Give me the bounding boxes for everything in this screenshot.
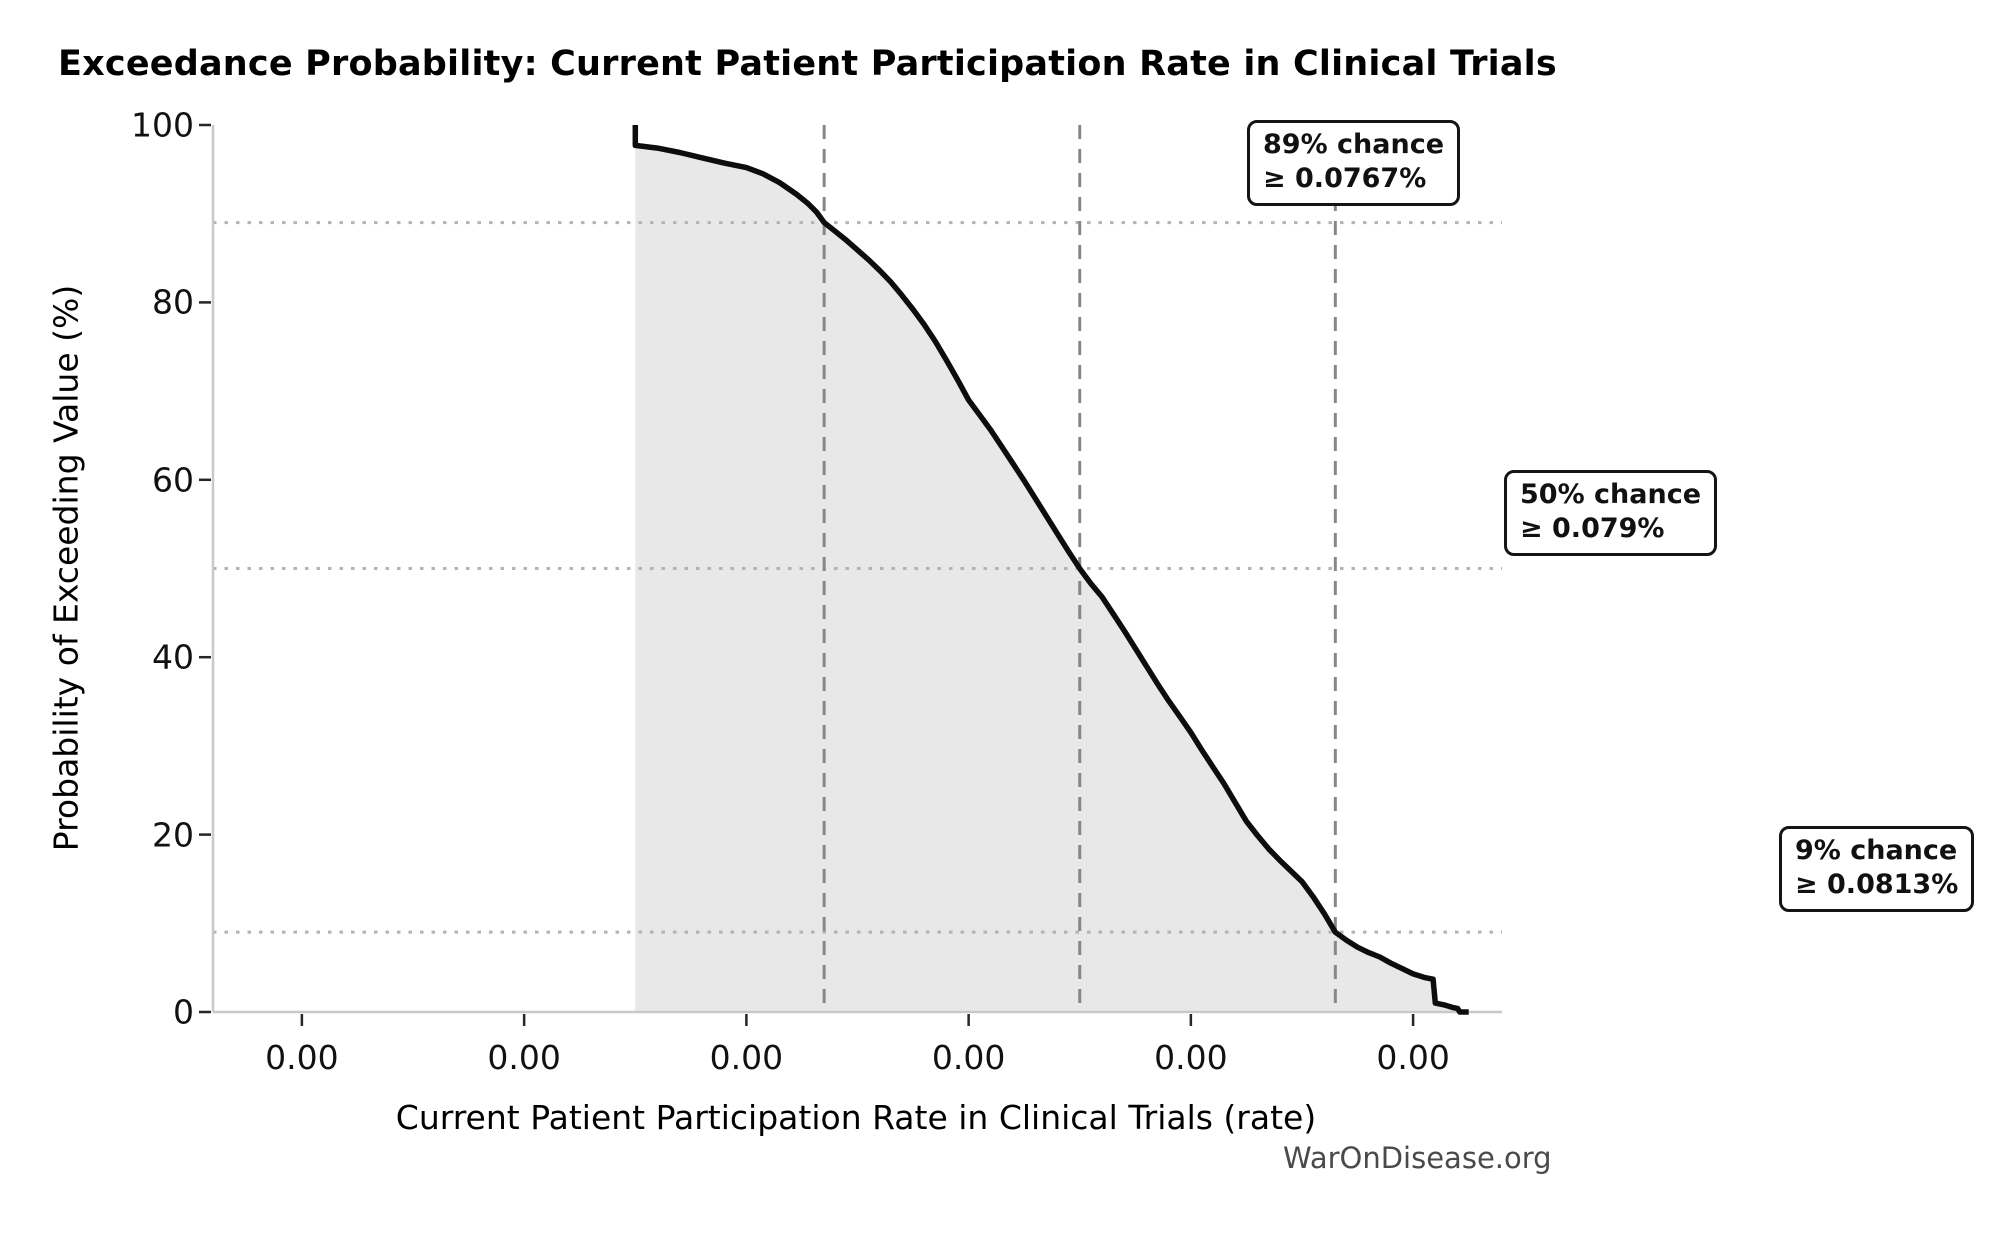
annotation-89pct-chance: 89% chance ≥ 0.0767% bbox=[1247, 119, 1461, 206]
x-axis-label: Current Patient Participation Rate in Cl… bbox=[395, 1098, 1317, 1137]
annotation-line1: 50% chance bbox=[1520, 478, 1702, 510]
x-tick-label: 0.00 bbox=[265, 1038, 339, 1077]
x-tick-label: 0.00 bbox=[1376, 1038, 1450, 1077]
x-tick-label: 0.00 bbox=[931, 1038, 1006, 1077]
curve-fill-area bbox=[635, 125, 1469, 1012]
annotation-line1: 89% chance bbox=[1263, 128, 1445, 160]
annotation-line2: ≥ 0.079% bbox=[1520, 512, 1665, 544]
watermark-text: WarOnDisease.org bbox=[1283, 1141, 1552, 1175]
annotation-9pct-chance: 9% chance ≥ 0.0813% bbox=[1779, 826, 1975, 913]
annotation-line1: 9% chance bbox=[1795, 835, 1958, 867]
annotation-50pct-chance: 50% chance ≥ 0.079% bbox=[1504, 469, 1718, 556]
y-tick-label: 20 bbox=[152, 815, 194, 855]
chart-title: Exceedance Probability: Current Patient … bbox=[58, 44, 1557, 84]
x-tick-label: 0.00 bbox=[487, 1038, 561, 1077]
y-tick-label: 100 bbox=[131, 105, 194, 145]
y-tick-label: 60 bbox=[152, 460, 194, 500]
exceedance-curve-line bbox=[632, 125, 1469, 1015]
y-tick-label: 40 bbox=[152, 637, 194, 677]
x-tick-label: 0.00 bbox=[709, 1038, 784, 1077]
y-tick-label: 80 bbox=[152, 282, 194, 322]
y-tick-label: 0 bbox=[173, 992, 194, 1032]
annotation-line2: ≥ 0.0767% bbox=[1263, 162, 1427, 194]
x-tick-label: 0.00 bbox=[1154, 1038, 1228, 1077]
annotation-line2: ≥ 0.0813% bbox=[1795, 869, 1959, 901]
